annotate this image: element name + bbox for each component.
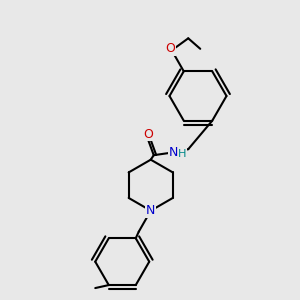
Text: N: N <box>169 146 178 159</box>
Text: H: H <box>178 149 187 159</box>
Text: N: N <box>146 204 155 217</box>
Text: O: O <box>165 42 175 55</box>
Text: O: O <box>143 128 153 141</box>
